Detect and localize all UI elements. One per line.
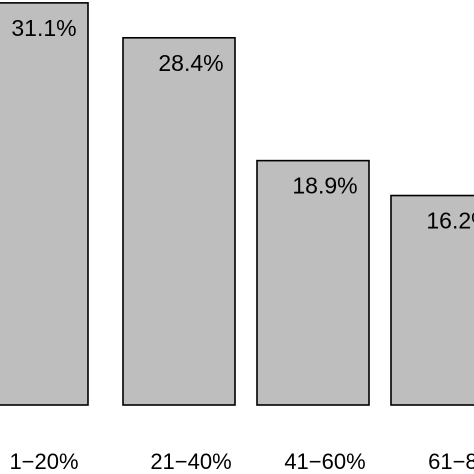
bar-2 [122,36,236,406]
bar-4 [390,194,474,406]
x-tick-label-1: 1−20% [9,449,78,474]
data-label-3: 18.9% [292,173,357,199]
bar-3 [256,159,370,406]
x-tick-label-3: 41−60% [284,449,365,474]
data-label-2: 28.4% [158,50,223,76]
bar-1 [0,2,89,406]
data-label-4: 16.2% [426,208,474,234]
x-tick-label-4: 61−80 [428,449,474,474]
data-label-1: 31.1% [11,15,76,41]
x-tick-label-2: 21−40% [150,449,231,474]
